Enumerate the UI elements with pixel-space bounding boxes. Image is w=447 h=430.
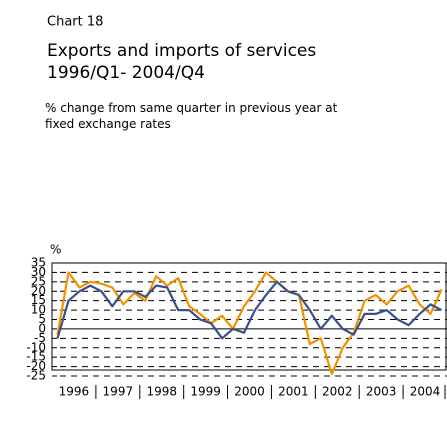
y-tick-label: 20 [31, 284, 46, 298]
y-tick-label: -5 [34, 331, 46, 345]
x-tick-label: 1998 [146, 385, 177, 399]
plot-frame [51, 262, 447, 371]
x-tick-label: 1997 [103, 385, 134, 399]
x-tick-label: 2003 [366, 385, 397, 399]
x-tick-label: 2001 [278, 385, 309, 399]
chart-subtitle: 1996/Q1- 2004/Q4 [47, 63, 205, 83]
series-line [56, 271, 443, 376]
note-box: % change from same quarter in previous y… [45, 101, 338, 131]
y-tick-label: 5 [38, 312, 46, 326]
series-line [56, 280, 443, 340]
chart-label: Chart 18 [47, 15, 103, 30]
x-tick-label: 2000 [234, 385, 265, 399]
y-tick-label: 25 [31, 274, 46, 288]
x-tick-label: 2002 [322, 385, 353, 399]
y-tick-label: -20 [26, 359, 46, 373]
x-tick-label: 1996 [59, 385, 90, 399]
y-tick-label: -10 [26, 340, 46, 354]
chart-note: % change from same quarter in previous y… [45, 101, 338, 131]
y-tick-label: 10 [31, 303, 46, 317]
y-tick-label: 15 [31, 293, 46, 307]
y-unit: % [50, 243, 61, 257]
y-tick-label: 30 [31, 265, 46, 279]
chart-title: Exports and imports of services [47, 41, 316, 61]
y-tick-label: -25 [26, 369, 46, 383]
y-tick-label: 0 [38, 321, 46, 335]
y-tick-label: 35 [31, 256, 46, 270]
y-tick-label: -15 [26, 350, 46, 364]
x-tick-label: 2004 [410, 385, 441, 399]
x-tick-label: 1999 [190, 385, 221, 399]
